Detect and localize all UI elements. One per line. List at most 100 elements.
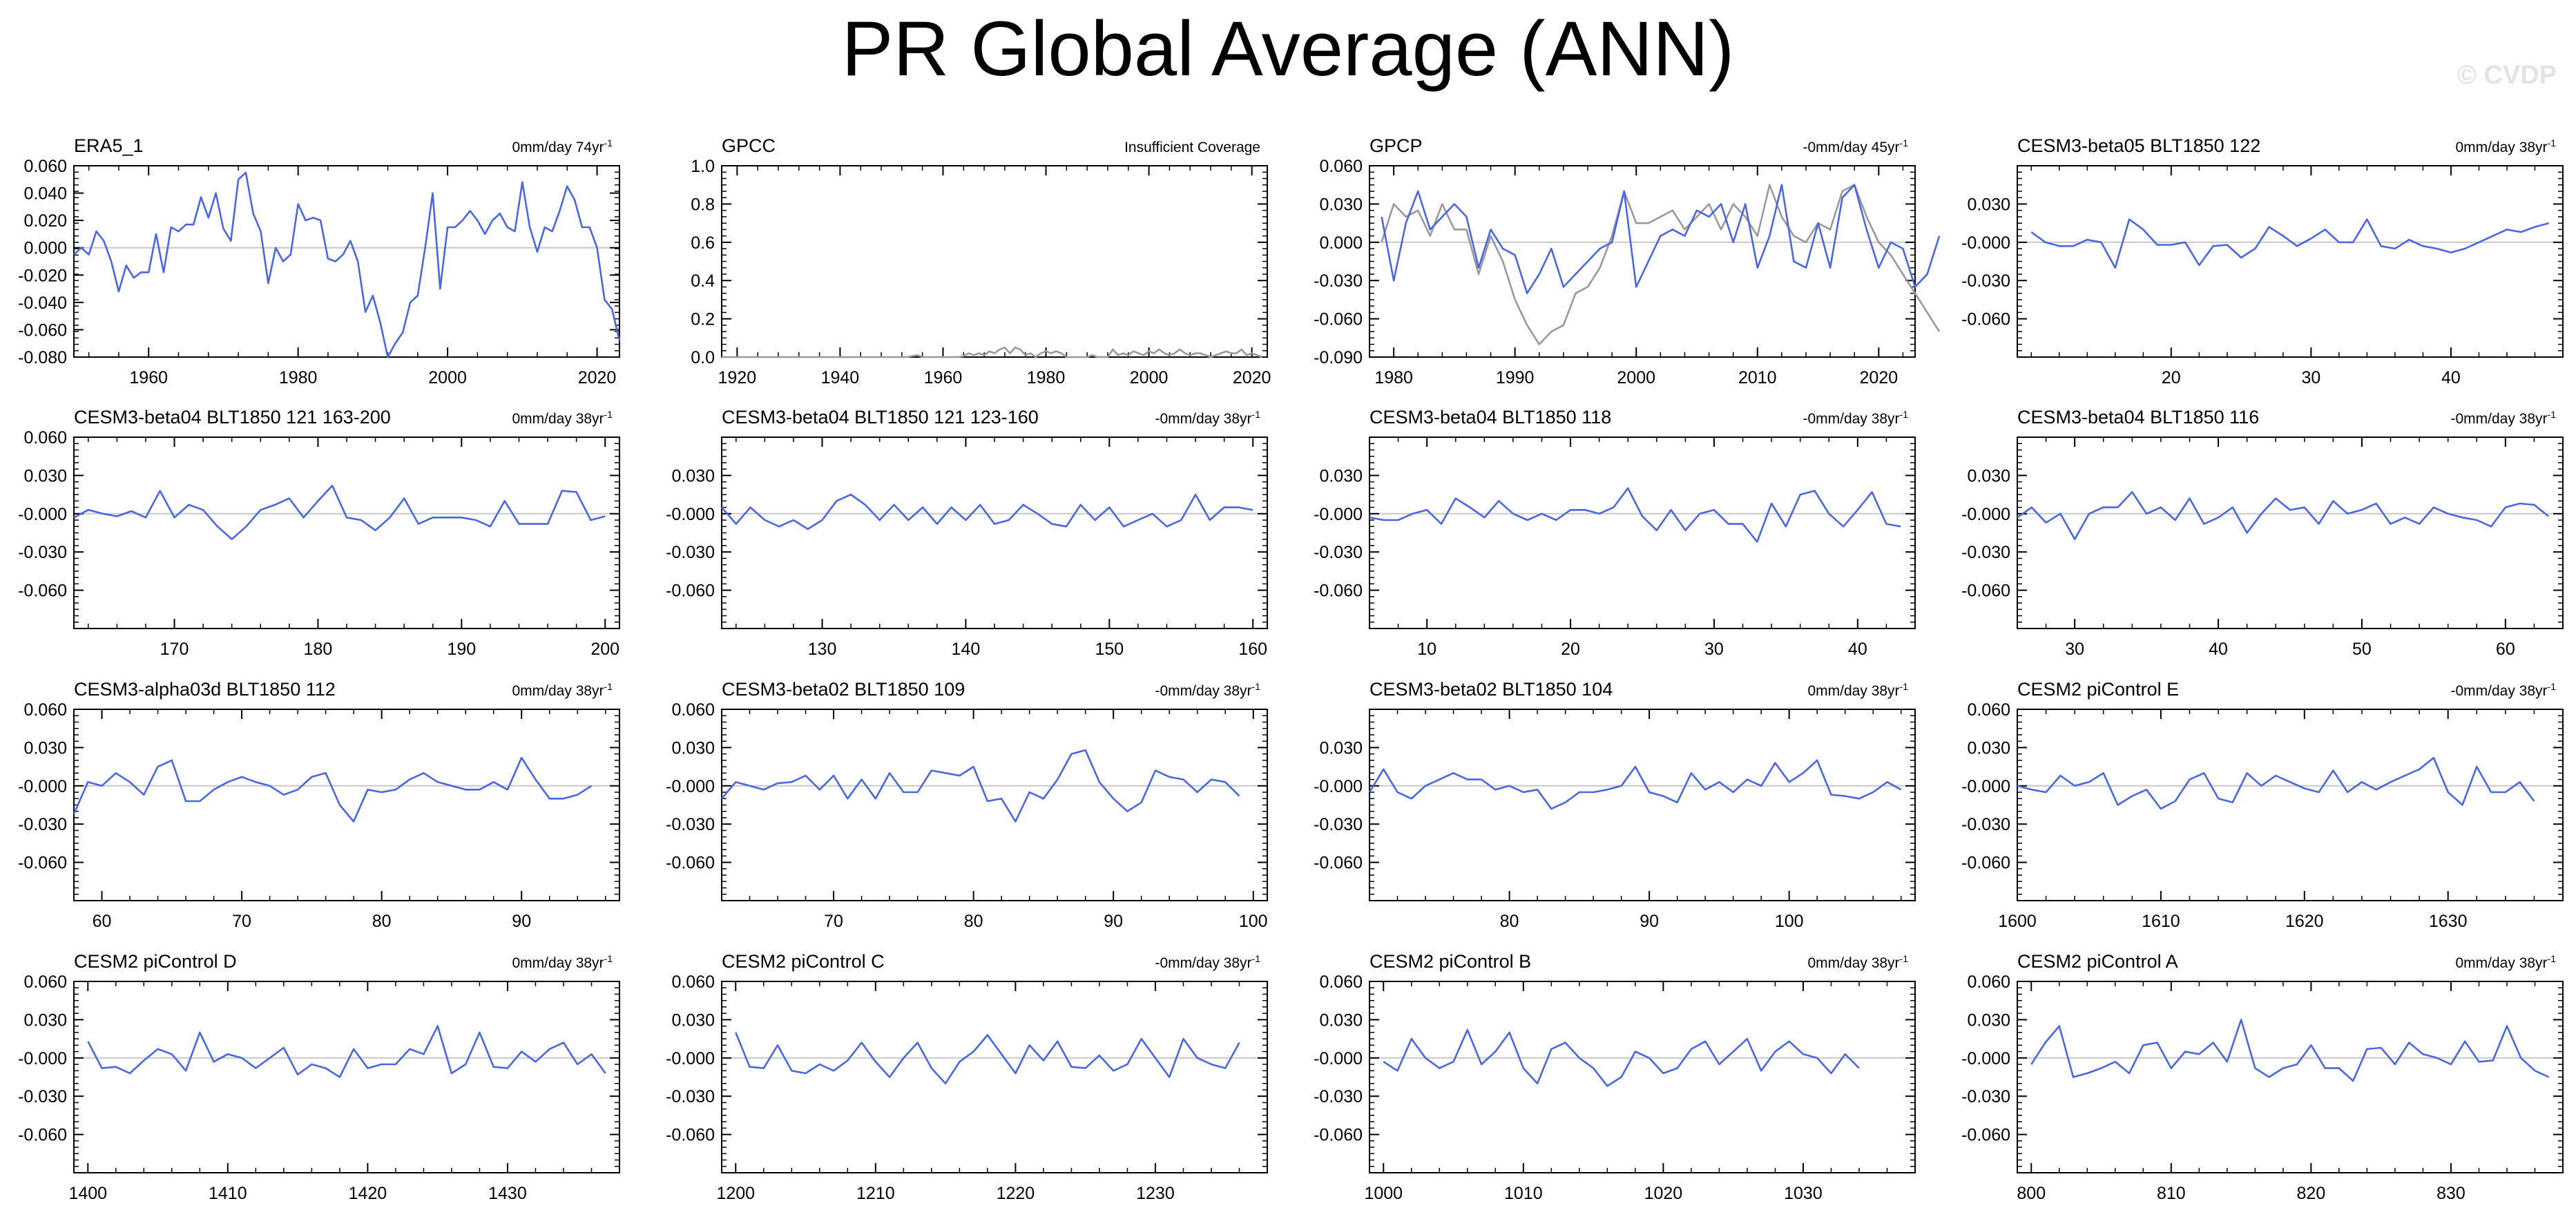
chart-panel: CESM3-beta04 BLT1850 121 123-160 -0mm/day… xyxy=(666,407,1268,659)
plot-frame xyxy=(721,165,1268,358)
x-tick-label: 20 xyxy=(2162,368,2181,387)
trend-label: 0mm/day 74yr-1 xyxy=(512,137,613,155)
y-tick-label: -0.000 xyxy=(666,777,715,796)
x-tick-label: 1400 xyxy=(68,1184,107,1203)
y-tick-label: -0.030 xyxy=(666,815,715,834)
panel-title: CESM2 piControl A xyxy=(2017,951,2178,972)
y-tick-label: -0.090 xyxy=(1314,348,1363,367)
y-tick-label: -0.040 xyxy=(18,294,67,313)
series-line xyxy=(1383,1028,1860,1087)
chart-panel: GPCC Insufficient Coverage 1.0 0.8 0.6 0.4 0.2… xyxy=(691,135,1271,387)
trend-exponent: -1 xyxy=(1252,681,1261,692)
x-tick-label: 170 xyxy=(160,640,189,659)
x-tick-label: 90 xyxy=(1104,912,1123,931)
x-tick-label: 1030 xyxy=(1784,1184,1823,1203)
plot-frame xyxy=(73,436,620,629)
trend-label: -0mm/day 38yr-1 xyxy=(2451,409,2557,427)
x-tick-label: 70 xyxy=(232,912,251,931)
y-tick-label: 0.030 xyxy=(1967,195,2010,214)
trend-exponent: -1 xyxy=(1900,409,1909,420)
x-tick-label: 20 xyxy=(1561,640,1580,659)
x-tick-label: 2000 xyxy=(428,368,467,387)
series-line xyxy=(2017,756,2535,810)
y-tick-label: 0.060 xyxy=(1967,972,2010,992)
x-tick-label: 1980 xyxy=(279,368,318,387)
y-tick-label: 0.030 xyxy=(671,466,715,486)
y-tick-label: -0.060 xyxy=(666,1126,715,1145)
x-tick-label: 1610 xyxy=(2142,912,2180,931)
series-line xyxy=(73,171,621,358)
x-tick-label: 1020 xyxy=(1644,1184,1683,1203)
y-tick-label: -0.030 xyxy=(1314,815,1363,834)
page-title: PR Global Average (ANN) xyxy=(841,6,1735,92)
y-tick-label: 0.000 xyxy=(1319,233,1363,253)
panel-title: GPCC xyxy=(722,135,776,156)
trend-label: -0mm/day 45yr-1 xyxy=(1803,137,1909,155)
trend-exponent: -1 xyxy=(2548,409,2557,420)
y-tick-label: -0.000 xyxy=(1961,505,2010,524)
chart-panel: CESM3-alpha03d BLT1850 112 0mm/day 38yr-1… xyxy=(18,679,620,931)
x-tick-label: 820 xyxy=(2297,1184,2326,1203)
y-tick-label: -0.060 xyxy=(666,854,715,873)
y-tick-label: 0.030 xyxy=(1319,1010,1363,1030)
series-line xyxy=(87,1025,606,1078)
x-tick-label: 150 xyxy=(1095,640,1124,659)
y-tick-label: -0.000 xyxy=(1961,777,2010,796)
x-tick-label: 1630 xyxy=(2429,912,2468,931)
panel-title: ERA5_1 xyxy=(74,135,144,156)
y-tick-label: -0.000 xyxy=(666,1049,715,1068)
y-tick-label: 0.060 xyxy=(23,428,67,448)
plot-frame xyxy=(721,436,1268,629)
y-tick-label: -0.020 xyxy=(18,266,67,285)
x-tick-label: 2020 xyxy=(578,368,617,387)
y-tick-label: -0.030 xyxy=(666,1087,715,1106)
panel-title: CESM3-beta02 BLT1850 109 xyxy=(722,679,965,700)
trend-label: 0mm/day 38yr-1 xyxy=(512,681,613,699)
x-tick-label: 1010 xyxy=(1504,1184,1543,1203)
trend-label: -0mm/day 38yr-1 xyxy=(1155,953,1261,971)
x-tick-label: 180 xyxy=(304,640,333,659)
x-tick-label: 1220 xyxy=(997,1184,1035,1203)
x-tick-label: 60 xyxy=(93,912,112,931)
y-tick-label: 0.060 xyxy=(23,157,67,176)
y-tick-label: 0.8 xyxy=(691,195,715,214)
y-tick-label: 0.030 xyxy=(1967,738,2010,758)
trend-label: 0mm/day 38yr-1 xyxy=(1808,681,1909,699)
trend-label: 0mm/day 38yr-1 xyxy=(2456,137,2557,155)
series-line xyxy=(73,484,606,541)
y-tick-label: -0.000 xyxy=(1314,1049,1363,1068)
x-tick-label: 40 xyxy=(1848,640,1867,659)
y-tick-label: 0.030 xyxy=(23,738,67,758)
panel-title: CESM3-beta05 BLT1850 122 xyxy=(2017,135,2260,156)
y-tick-label: -0.060 xyxy=(1961,582,2010,601)
x-tick-label: 1420 xyxy=(349,1184,387,1203)
plot-frame xyxy=(2017,165,2564,358)
y-tick-label: -0.060 xyxy=(18,854,67,873)
trend-exponent: -1 xyxy=(1900,137,1909,148)
y-tick-label: -0.030 xyxy=(1961,271,2010,291)
x-tick-label: 1620 xyxy=(2285,912,2324,931)
y-tick-label: 0.020 xyxy=(23,211,67,231)
y-tick-label: 0.060 xyxy=(1319,972,1363,992)
x-tick-label: 1430 xyxy=(488,1184,527,1203)
x-tick-label: 50 xyxy=(2352,640,2372,659)
y-tick-label: -0.060 xyxy=(666,582,715,601)
y-tick-label: -0.030 xyxy=(1314,1087,1363,1106)
x-tick-label: 1960 xyxy=(129,368,168,387)
y-tick-label: 0.030 xyxy=(1967,466,2010,486)
chart-panel: CESM2 piControl B 0mm/day 38yr-1 0.060 0.03… xyxy=(1314,951,1916,1203)
trend-label: -0mm/day 38yr-1 xyxy=(2451,681,2557,699)
x-tick-label: 160 xyxy=(1238,640,1267,659)
plot-frame xyxy=(2017,981,2564,1173)
y-tick-label: -0.030 xyxy=(18,1087,67,1106)
plot-frame xyxy=(73,165,620,358)
y-tick-label: 0.060 xyxy=(671,972,715,992)
x-tick-label: 1920 xyxy=(718,368,757,387)
y-tick-label: -0.060 xyxy=(1314,854,1363,873)
plot-frame xyxy=(1369,165,1916,358)
panel-title: CESM3-beta02 BLT1850 104 xyxy=(1369,679,1613,700)
x-tick-label: 1410 xyxy=(209,1184,247,1203)
x-tick-label: 200 xyxy=(590,640,619,659)
y-tick-label: 0.030 xyxy=(1319,195,1363,214)
y-tick-label: -0.030 xyxy=(1961,1087,2010,1106)
